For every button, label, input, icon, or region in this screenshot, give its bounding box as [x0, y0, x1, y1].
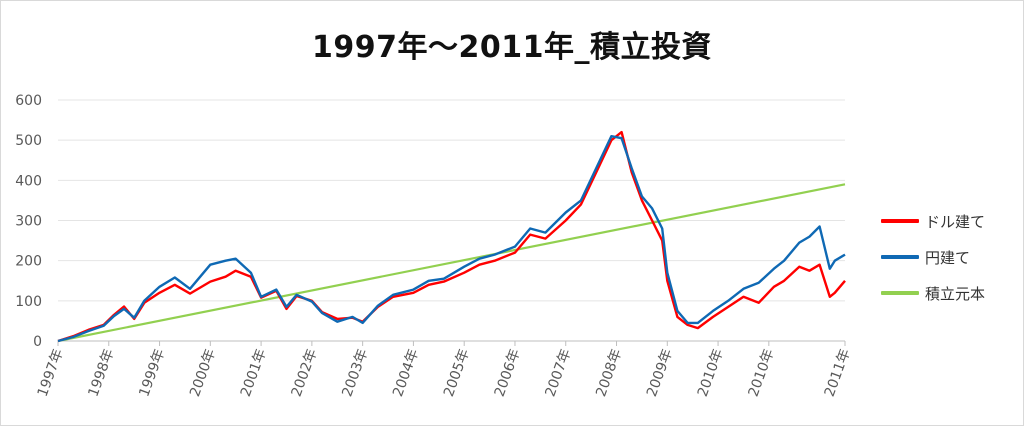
- legend-label-yen: 円建て: [925, 248, 971, 267]
- x-tick-label: 2004年: [390, 347, 422, 399]
- legend-swatch-dollar: [881, 219, 919, 223]
- legend-item-dollar: ドル建て: [881, 203, 1021, 239]
- x-tick-label: 1997年: [35, 347, 67, 399]
- x-axis-ticks: 1997年 1998年 1999年 2000年 2001年 2002年 2003年 2004年…: [35, 341, 854, 399]
- x-tick-label: 2006年: [492, 347, 524, 399]
- series-lines: [57, 130, 846, 343]
- legend-item-principal: 積立元本: [881, 275, 1021, 311]
- series-line-1: [57, 135, 846, 343]
- y-tick-label: 500: [15, 133, 42, 149]
- x-tick-label: 2011年: [822, 347, 854, 399]
- legend-label-dollar: ドル建て: [925, 212, 986, 231]
- y-tick-label: 300: [15, 214, 42, 230]
- x-tick-label: 2007年: [542, 347, 574, 399]
- x-tick-label: 2010年: [695, 347, 727, 399]
- legend-label-principal: 積立元本: [925, 284, 986, 303]
- x-tick-label: 2003年: [339, 347, 371, 399]
- x-tick-label: 1998年: [86, 347, 118, 399]
- x-tick-label: 2010年: [746, 347, 778, 399]
- y-axis-ticks: 0 100 200 300 400 500 600: [15, 93, 42, 350]
- x-tick-label: 2001年: [238, 347, 270, 399]
- series-line-0: [57, 130, 846, 343]
- legend-swatch-yen: [881, 255, 919, 259]
- x-tick-label: 2000年: [187, 347, 219, 399]
- chart-title: 1997年～2011年_積立投資: [312, 30, 712, 65]
- y-tick-label: 400: [15, 173, 42, 189]
- y-tick-label: 200: [15, 254, 42, 270]
- x-tick-label: 2009年: [644, 347, 676, 399]
- y-tick-label: 600: [15, 93, 42, 109]
- x-tick-label: 2002年: [289, 347, 321, 399]
- x-tick-label: 1999年: [136, 347, 168, 399]
- x-tick-label: 2005年: [441, 347, 473, 399]
- legend-item-yen: 円建て: [881, 239, 1021, 275]
- y-tick-label: 0: [33, 334, 42, 350]
- legend-swatch-principal: [881, 291, 919, 295]
- series-line-2: [57, 183, 846, 343]
- x-tick-label: 2008年: [593, 347, 625, 399]
- grid-lines: [58, 99, 845, 342]
- y-tick-label: 100: [15, 294, 42, 310]
- legend: ドル建て 円建て 積立元本: [881, 203, 1021, 311]
